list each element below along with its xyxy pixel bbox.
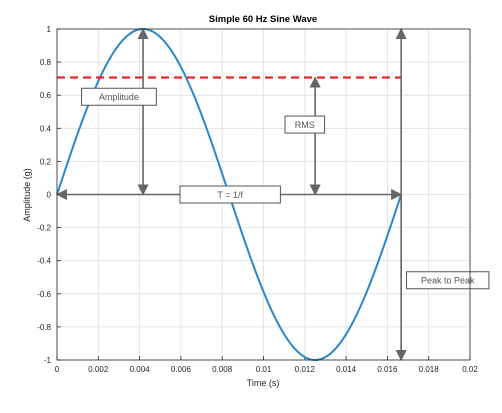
x-tick-label: 0.02 bbox=[462, 365, 478, 374]
x-tick-label: 0.012 bbox=[295, 365, 316, 374]
x-tick-label: 0.01 bbox=[256, 365, 272, 374]
x-axis-title: Time (s) bbox=[247, 378, 280, 388]
x-tick-label: 0.006 bbox=[171, 365, 192, 374]
y-tick-label: -1 bbox=[44, 356, 52, 365]
x-tick-label: 0.008 bbox=[212, 365, 233, 374]
x-tick-label: 0 bbox=[55, 365, 60, 374]
y-tick-label: -0.4 bbox=[37, 257, 51, 266]
y-tick-label: 0.6 bbox=[40, 91, 52, 100]
y-tick-label: 0.2 bbox=[40, 157, 52, 166]
annotation-layer: Amplitude RMS T = 1/f Peak to Peak bbox=[55, 27, 490, 362]
x-tick-label: 0.014 bbox=[336, 365, 357, 374]
x-tick-label: 0.002 bbox=[88, 365, 109, 374]
y-tick-label: 1 bbox=[47, 25, 52, 34]
x-tick-label: 0.018 bbox=[419, 365, 440, 374]
x-tick-label: 0.016 bbox=[377, 365, 398, 374]
rms-label: RMS bbox=[295, 120, 315, 130]
y-tick-label: 0.8 bbox=[40, 58, 52, 67]
plot-frame bbox=[56, 28, 471, 361]
amplitude-box bbox=[81, 87, 157, 106]
rms-box bbox=[284, 115, 326, 134]
y-tick-label: -0.6 bbox=[37, 290, 51, 299]
amplitude-label: Amplitude bbox=[99, 92, 139, 102]
peak-to-peak-box bbox=[406, 271, 490, 290]
y-tick-label: -0.8 bbox=[37, 323, 51, 332]
chart-title: Simple 60 Hz Sine Wave bbox=[209, 14, 317, 25]
period-label: T = 1/f bbox=[217, 190, 243, 200]
y-tick-label: -0.2 bbox=[37, 224, 51, 233]
y-tick-label: 0.4 bbox=[40, 124, 52, 133]
y-tick-label: 0 bbox=[47, 191, 52, 200]
x-tick-label: 0.004 bbox=[130, 365, 151, 374]
peak-to-peak-label: Peak to Peak bbox=[421, 276, 475, 286]
period-box bbox=[179, 185, 281, 204]
y-axis-title: Amplitude (g) bbox=[22, 168, 32, 222]
